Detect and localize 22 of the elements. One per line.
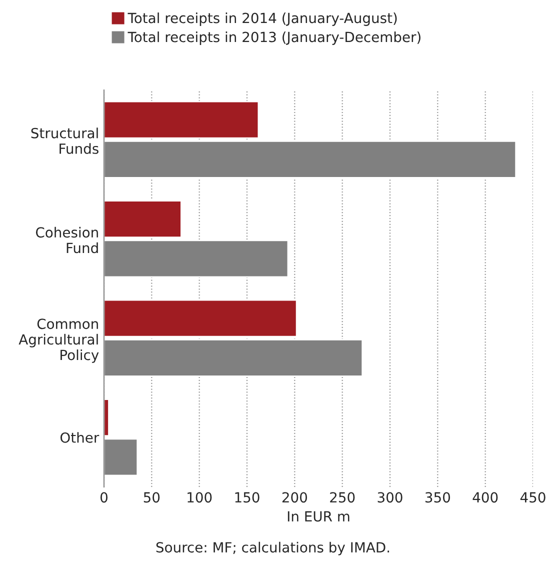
y-tick-label: Structural Funds: [31, 128, 98, 154]
x-tick-label: 250: [330, 492, 355, 503]
x-tick-label: 350: [425, 492, 450, 503]
x-tick-label: 50: [144, 492, 160, 503]
bar: [104, 299, 298, 338]
bar: [104, 100, 260, 139]
bar: [104, 200, 182, 238]
legend-label: Total receipts in 2013 (January-December): [128, 31, 420, 45]
legend-label: Total receipts in 2014 (January-August): [128, 12, 397, 26]
y-tick-label: Cohesion Fund: [36, 226, 98, 254]
bar: [104, 398, 110, 436]
x-tick-label: 400: [472, 492, 498, 503]
y-tick-label: Common Agricultural Policy: [18, 318, 99, 363]
x-tick-label: 150: [235, 492, 260, 503]
y-tick-label: Other: [60, 432, 100, 443]
x-tick-label: 100: [188, 492, 212, 503]
source-note: Source: MF; calculations by IMAD.: [156, 542, 390, 556]
x-tick-label: 200: [282, 492, 307, 503]
x-axis-title: In EUR m: [288, 511, 350, 522]
x-tick-label: 300: [378, 492, 402, 503]
x-tick-label: 0: [100, 492, 108, 503]
x-tick-label: 450: [520, 492, 546, 503]
